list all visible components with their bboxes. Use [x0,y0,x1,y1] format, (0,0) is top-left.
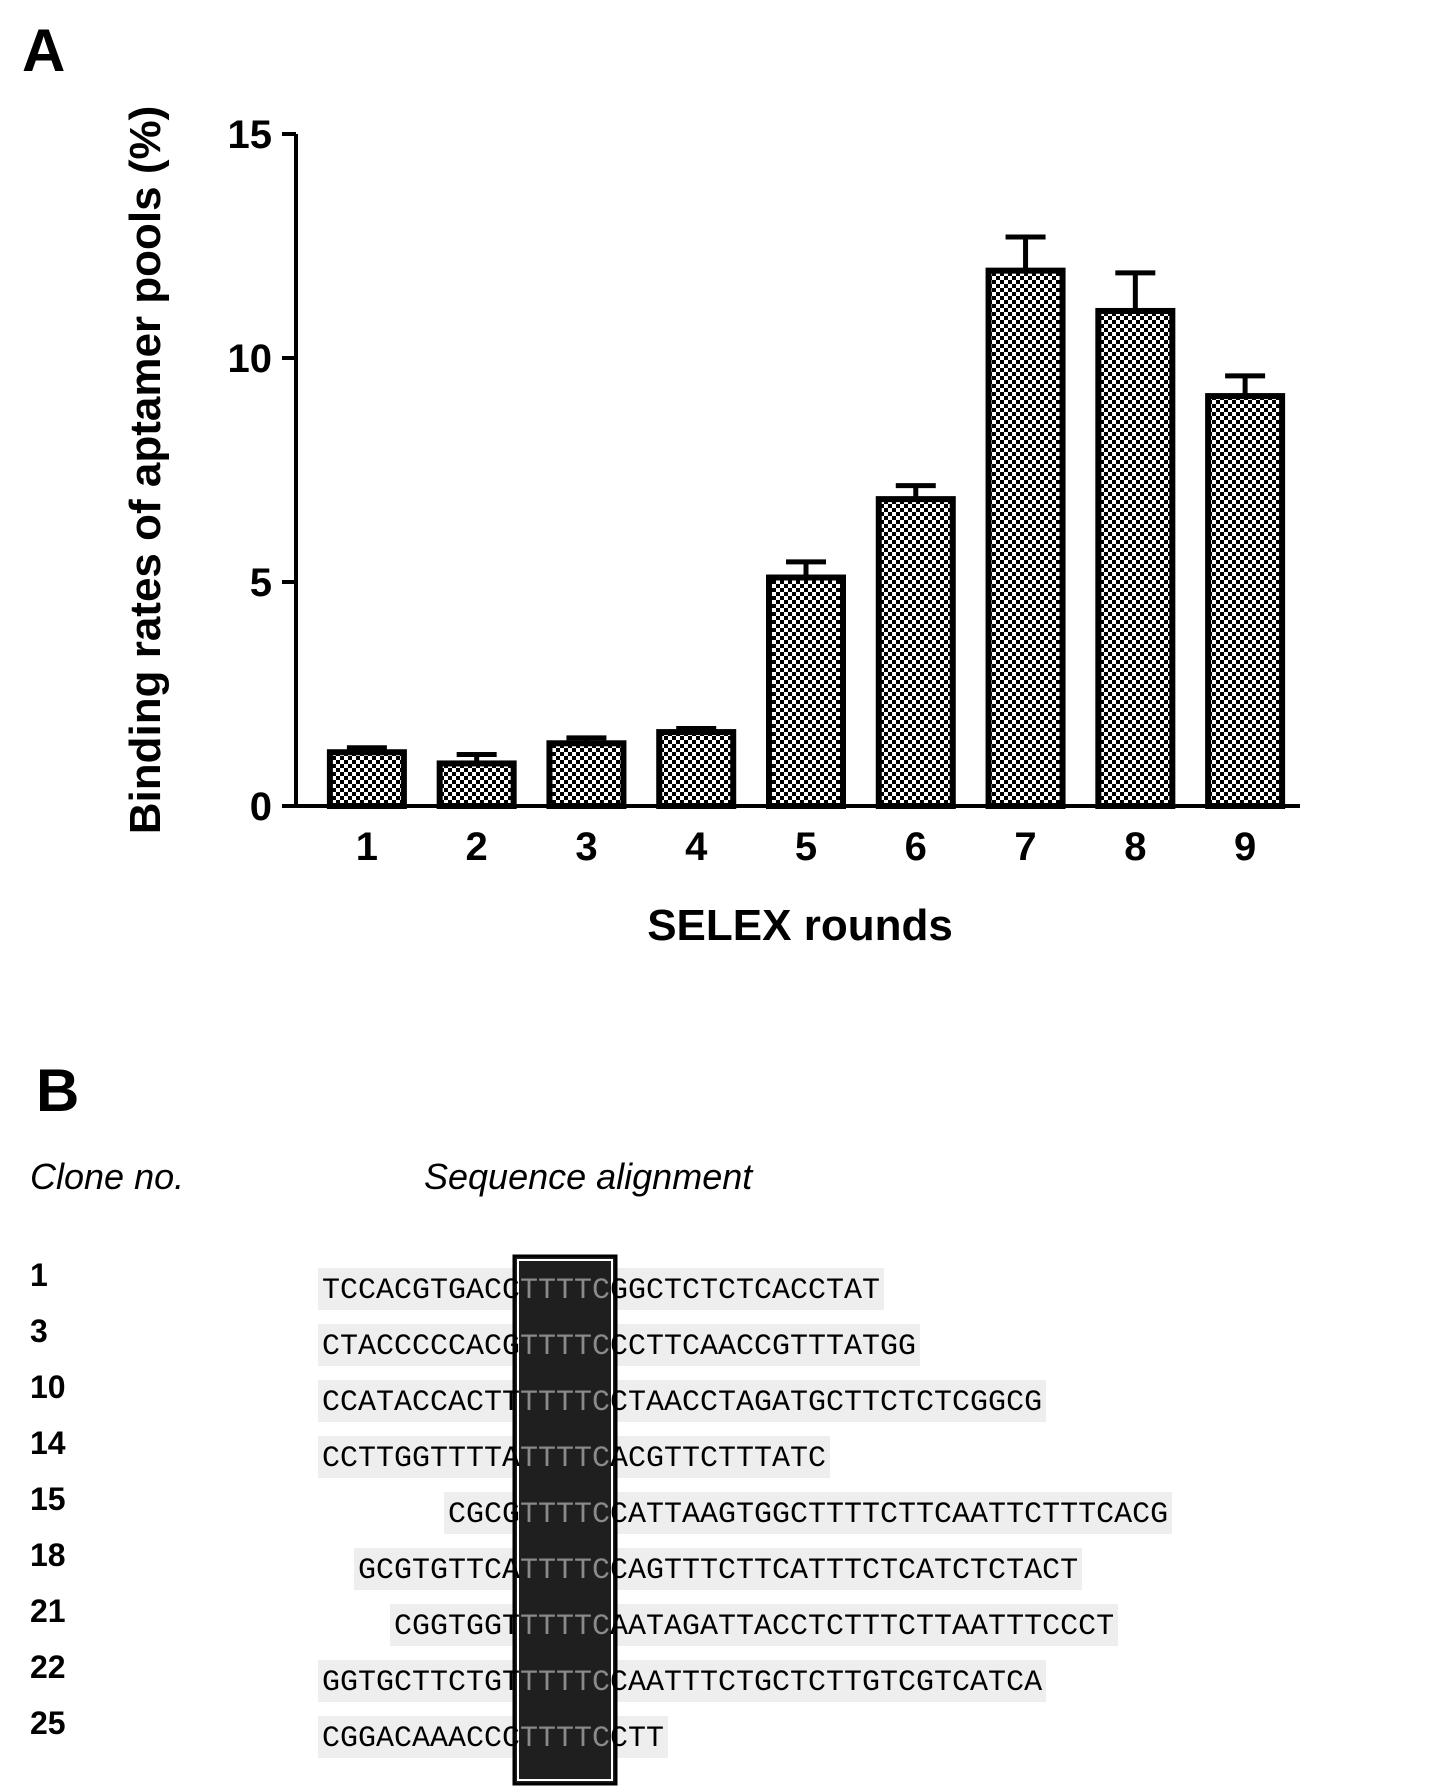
y-tick-label: 0 [250,785,272,829]
x-ticks: 1 2 3 4 5 6 7 8 9 [356,825,1256,869]
motif-box [512,1254,618,1786]
y-tick-label: 10 [228,337,273,381]
motif-box-outline [517,1259,613,1781]
motif-text: TTTTC [520,1330,610,1364]
sequence-alignment-header: Sequence alignment [424,1156,753,1197]
clone-no-header: Clone no. [30,1156,185,1197]
y-tick-label: 15 [228,113,273,157]
chart-bars [326,267,1286,810]
sequence-left: CGGACAAACCC [322,1722,520,1756]
clone-number: 25 [30,1705,66,1741]
sequence-right: AATAGATTACCTCTTTCTTAATTTCCCT [610,1610,1114,1644]
clone-number: 18 [30,1537,66,1573]
motif-text: TTTTC [520,1442,610,1476]
sequence-left: CCATACCACTT [322,1386,520,1420]
y-axis-title: Binding rates of aptamer pools (%) [121,106,170,835]
sequence-right: CAATTTCTGCTCTTGTCGTCATCA [610,1666,1042,1700]
clone-number: 3 [30,1313,48,1349]
x-axis-title: SELEX rounds [647,901,953,950]
sequence-shade [318,1324,920,1366]
sequence-right: CTT [610,1722,664,1756]
x-tick-label: 3 [575,825,597,869]
sequence-right: CAGTTTCTTCATTTCTCATCTCTACT [610,1554,1078,1588]
clone-number: 1 [30,1257,48,1293]
x-tick-label: 1 [356,825,378,869]
bar [1095,307,1176,809]
clone-number: 14 [30,1425,66,1461]
clone-number: 15 [30,1481,66,1517]
sequence-right: GGCTCTCTCACCTAT [610,1274,880,1308]
x-tick-label: 5 [795,825,817,869]
sequence-shade [390,1604,1118,1646]
motif-text: TTTTC [520,1722,610,1756]
x-tick-label: 4 [685,825,708,869]
alignment-rows: 1 TCCACGTGACC GGCTCTCTCACCTAT 3 CTACCCCCACG C… [30,1257,1168,1756]
sequence-right: CCTTCAACCGTTTATGG [610,1330,916,1364]
sequence-right: CATTAAGTGGCTTTTCTTCAATTCTTTCACG [610,1498,1168,1532]
sequence-shade [354,1548,1082,1590]
sequence-left: GCGTGTTCA [358,1554,520,1588]
bar-chart: 0 5 10 15 1 2 3 4 5 6 7 8 9 SELEX rounds Binding ra… [121,106,1300,950]
motif-text: TTTTC [520,1386,610,1420]
motif-text: TTTTC [520,1274,610,1308]
x-tick-label: 8 [1124,825,1146,869]
clone-number: 21 [30,1593,66,1629]
x-tick-label: 9 [1234,825,1256,869]
panel-a-label: A [22,17,66,84]
motif-text: TTTTC [520,1610,610,1644]
y-tick-label: 5 [250,561,272,605]
chart-error-bars [346,234,1266,764]
motif-block: TTTTC TTTTC TTTTC TTTTC TTTTC TTTTC TTTTC TTTTC… [512,1254,618,1786]
bar [1205,393,1286,809]
motif-text: TTTTC [520,1554,610,1588]
x-tick-label: 7 [1014,825,1036,869]
sequence-shade [318,1380,1046,1422]
sequence-left: TCCACGTGACC [322,1274,520,1308]
motif-text: TTTTC [520,1498,610,1532]
sequence-shade [318,1660,1046,1702]
sequence-left: CCTTGGTTTTA [322,1442,520,1476]
clone-number: 10 [30,1369,66,1405]
sequence-left: CGGTGGT [394,1610,520,1644]
panel-b-label: B [36,1057,80,1124]
x-tick-label: 2 [466,825,488,869]
clone-number: 22 [30,1649,66,1685]
motif-text: TTTTC [520,1666,610,1700]
sequence-right: CTAACCTAGATGCTTCTCTCGGCG [610,1386,1042,1420]
sequence-left: CGCG [448,1498,520,1532]
sequence-left: GGTGCTTCTGT [322,1666,520,1700]
sequence-left: CTACCCCCACG [322,1330,520,1364]
sequence-right: ACGTTCTTTATC [610,1442,826,1476]
x-tick-label: 6 [905,825,927,869]
y-ticks: 0 5 10 15 [228,113,296,829]
